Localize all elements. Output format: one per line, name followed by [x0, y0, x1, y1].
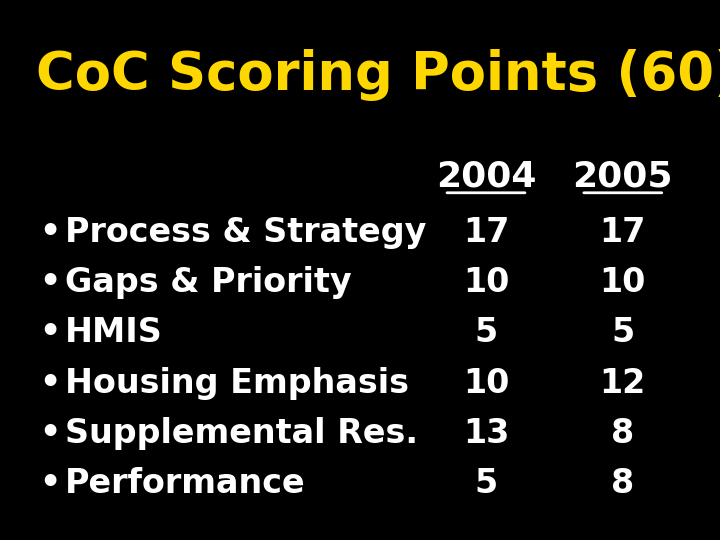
Text: Process & Strategy: Process & Strategy: [65, 216, 426, 249]
Text: •: •: [40, 266, 61, 299]
Text: •: •: [40, 216, 61, 249]
Text: 13: 13: [463, 417, 509, 450]
Text: Performance: Performance: [65, 467, 305, 500]
Text: 5: 5: [474, 316, 498, 349]
Text: 12: 12: [600, 367, 646, 400]
Text: 2005: 2005: [572, 159, 673, 193]
Text: 17: 17: [463, 216, 509, 249]
Text: Supplemental Res.: Supplemental Res.: [65, 417, 418, 450]
Text: 8: 8: [611, 417, 634, 450]
Text: 17: 17: [600, 216, 646, 249]
Text: CoC Scoring Points (60): CoC Scoring Points (60): [36, 49, 720, 100]
Text: 5: 5: [474, 467, 498, 500]
Text: 10: 10: [463, 266, 509, 299]
Text: •: •: [40, 316, 61, 349]
Text: •: •: [40, 417, 61, 450]
Text: 2004: 2004: [436, 159, 536, 193]
Text: Housing Emphasis: Housing Emphasis: [65, 367, 409, 400]
Text: 10: 10: [463, 367, 509, 400]
Text: 8: 8: [611, 467, 634, 500]
Text: 5: 5: [611, 316, 634, 349]
Text: 10: 10: [600, 266, 646, 299]
Text: •: •: [40, 467, 61, 500]
Text: •: •: [40, 367, 61, 400]
Text: HMIS: HMIS: [65, 316, 163, 349]
Text: Gaps & Priority: Gaps & Priority: [65, 266, 351, 299]
